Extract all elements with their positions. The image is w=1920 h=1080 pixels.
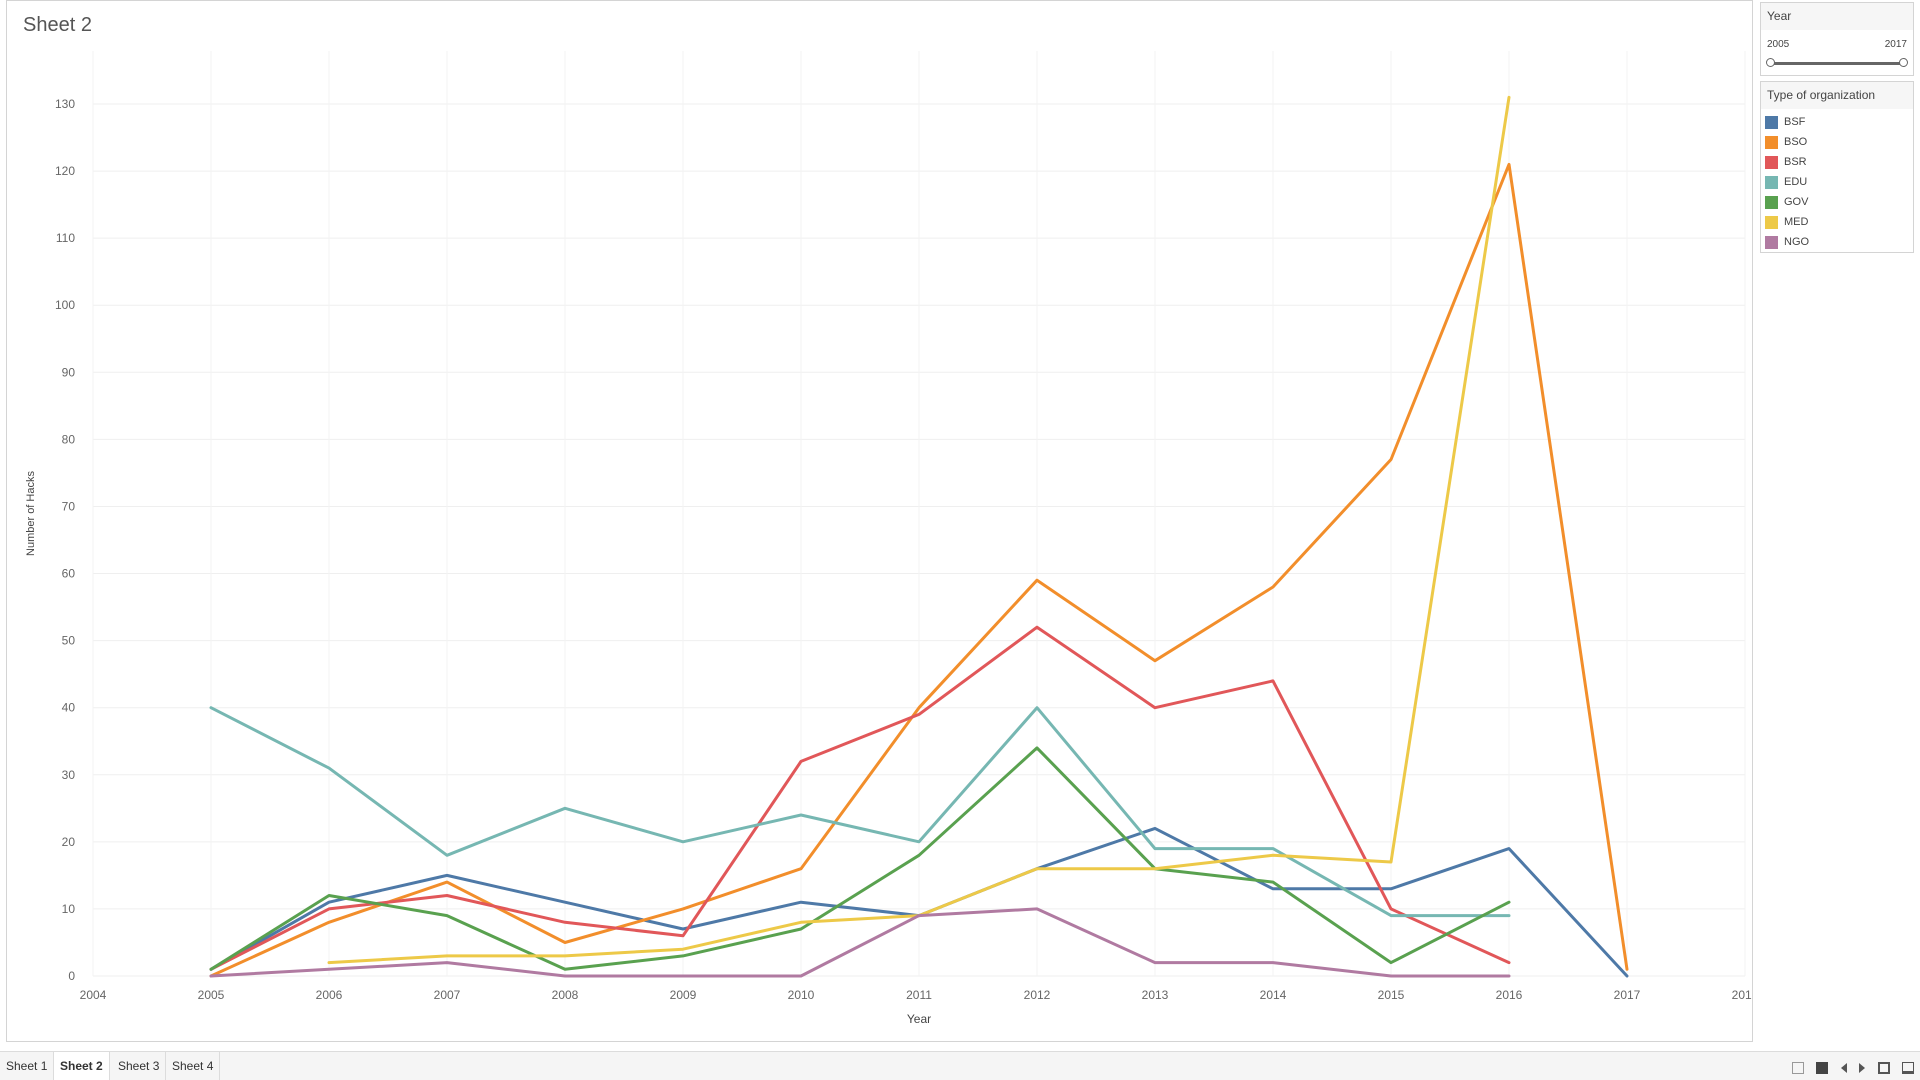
x-tick-label: 2016 [1496,988,1523,1002]
legend-label: NGO [1784,236,1810,248]
y-tick-label: 60 [62,567,76,581]
worksheet-panel: Sheet 2 0 10 20 30 40 50 60 70 80 90 100 110 120 130 2… [6,0,1753,1042]
legend-label: GOV [1784,196,1809,208]
x-tick-label: 2005 [198,988,225,1002]
x-tick-label: 2013 [1142,988,1169,1002]
sheet-title: Sheet 2 [23,14,92,36]
year-range-slider[interactable] [1770,62,1904,65]
x-tick-label: 2012 [1024,988,1051,1002]
legend-swatch [1765,135,1778,149]
color-legend: Type of organization BSF BSO BSR EDU GOV MED N… [1760,81,1914,253]
legend-swatch [1765,195,1778,209]
y-tick-label: 30 [62,768,76,782]
x-tick-label: 2017 [1614,988,1641,1002]
tab-sheet-2[interactable]: Sheet 2 [54,1052,110,1080]
x-tick-label: 2006 [316,988,343,1002]
tab-sheet-1[interactable]: Sheet 1 [0,1052,55,1080]
line-chart: 0 10 20 30 40 50 60 70 80 90 100 110 120 130 2004 2005 2… [25,51,1752,1026]
show-sheet-sorter-icon[interactable] [1791,1061,1804,1074]
legend-label: MED [1784,216,1809,228]
x-tick-label: 2009 [670,988,697,1002]
year-slider-min-handle[interactable] [1766,58,1775,67]
y-tick-label: 130 [55,97,75,111]
y-tick-label: 120 [55,164,75,178]
y-tick-label: 110 [56,231,75,245]
x-tick-label: 2007 [434,988,461,1002]
previous-sheet-icon[interactable] [1840,1062,1847,1073]
legend-item-ngo[interactable]: NGO [1761,232,1913,252]
series-line-bso [209,162,1629,978]
series-line-bsr [209,625,1511,971]
legend-swatch [1765,155,1778,169]
legend-item-bsf[interactable]: BSF [1761,112,1913,132]
x-tick-label: 2010 [788,988,815,1002]
y-tick-label: 0 [68,969,75,983]
legend-label: BSR [1784,156,1807,168]
x-tick-label: 2015 [1378,988,1405,1002]
legend-swatch [1765,215,1778,229]
fullscreen-icon[interactable] [1877,1061,1890,1074]
year-filter-max: 2017 [1884,39,1907,50]
x-tick-label: 2014 [1260,988,1287,1002]
legend-label: EDU [1784,176,1808,188]
tab-sheet-3[interactable]: Sheet 3 [112,1052,167,1080]
legend-swatch [1765,175,1778,189]
y-axis-label: Number of Hacks [25,471,37,556]
y-tick-label: 70 [62,499,76,513]
series-line-gov [209,746,1511,971]
series-line-ngo [209,907,1511,978]
legend-item-bso[interactable]: BSO [1761,132,1913,152]
y-tick-label: 10 [62,902,76,916]
legend-swatch [1765,115,1778,129]
legend-list: BSF BSO BSR EDU GOV MED NGO [1761,109,1913,252]
show-filmstrip-icon[interactable] [1816,1061,1829,1074]
x-tick-label: 2008 [552,988,579,1002]
legend-item-med[interactable]: MED [1761,212,1913,232]
legend-title: Type of organization [1761,82,1913,109]
tab-tools [1784,1059,1914,1074]
presentation-mode-icon[interactable] [1902,1061,1914,1074]
year-filter-card: Year 2005 2017 [1760,2,1914,76]
y-tick-label: 20 [62,835,76,849]
sheet-tab-bar: Sheet 1 Sheet 2 Sheet 3 Sheet 4 [0,1051,1920,1080]
x-tick-label: 2011 [906,988,932,1002]
legend-item-bsr[interactable]: BSR [1761,152,1913,172]
legend-swatch [1765,235,1778,249]
year-slider-max-handle[interactable] [1899,58,1908,67]
tab-sheet-4[interactable]: Sheet 4 [166,1052,221,1080]
y-tick-label: 100 [55,298,75,312]
next-sheet-icon[interactable] [1859,1062,1866,1073]
year-filter-title: Year [1761,3,1913,30]
legend-label: BSF [1784,116,1806,128]
legend-item-edu[interactable]: EDU [1761,172,1913,192]
series-line-edu [209,706,1511,918]
legend-item-gov[interactable]: GOV [1761,192,1913,212]
y-tick-label: 90 [62,365,76,379]
x-axis-label: Year [907,1012,931,1026]
year-filter-min: 2005 [1767,39,1790,50]
y-tick-label: 50 [62,634,76,648]
x-tick-label: 2018 [1732,988,1752,1002]
y-tick-label: 80 [62,432,76,446]
y-tick-label: 40 [62,701,76,715]
legend-label: BSO [1784,136,1808,148]
x-tick-label: 2004 [80,988,107,1002]
